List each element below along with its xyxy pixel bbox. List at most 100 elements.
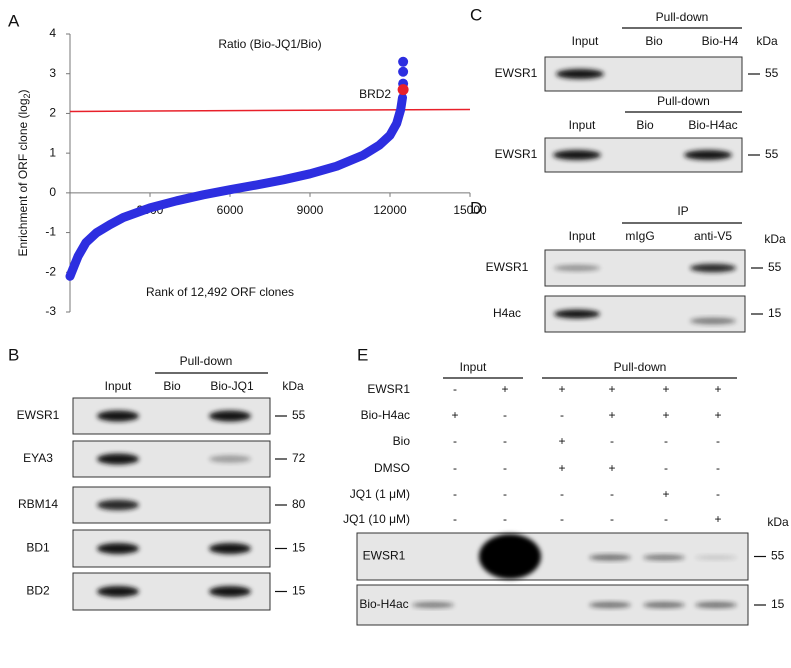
condition-sign: -: [664, 512, 668, 526]
condition-sign: -: [716, 434, 720, 448]
kda-value: 55: [771, 549, 785, 563]
panel-letter: E: [357, 345, 368, 364]
condition-sign: +: [608, 408, 615, 422]
blot-band: [97, 453, 139, 465]
condition-sign: -: [453, 382, 457, 396]
group-header: Pull-down: [180, 354, 233, 368]
condition-label: JQ1 (10 μM): [343, 512, 410, 526]
condition-sign: -: [560, 408, 564, 422]
row-label: EWSR1: [363, 549, 406, 563]
condition-sign: -: [610, 434, 614, 448]
condition-sign: +: [662, 408, 669, 422]
group-header: IP: [677, 204, 688, 218]
blot-band: [556, 69, 604, 79]
y-label-subscript: 2: [22, 93, 32, 98]
lane-label: Bio: [636, 118, 654, 132]
chart-title: Ratio (Bio-JQ1/Bio): [218, 37, 321, 51]
kda-label: kDa: [756, 34, 778, 48]
y-tick-label: 0: [49, 185, 56, 199]
kda-label: kDa: [282, 379, 304, 393]
condition-sign: +: [662, 382, 669, 396]
y-tick-label: -1: [45, 225, 56, 239]
blot-band: [554, 264, 600, 272]
annotation: BRD2: [359, 87, 391, 101]
group-header: Input: [460, 360, 487, 374]
blot-band: [209, 410, 251, 422]
condition-sign: -: [503, 512, 507, 526]
lane-label: Bio-H4: [702, 34, 739, 48]
y-tick-label: -3: [45, 304, 56, 318]
highlight-point: [397, 84, 409, 96]
condition-sign: +: [662, 487, 669, 501]
condition-sign: -: [503, 434, 507, 448]
row-label: BD2: [26, 584, 50, 598]
kda-value: 15: [771, 597, 785, 611]
x-tick-label: 9000: [297, 203, 324, 217]
group-header: Pull-down: [656, 10, 709, 24]
blot-band: [589, 601, 631, 609]
condition-sign: +: [451, 408, 458, 422]
blot-band: [643, 554, 685, 561]
condition-sign: -: [610, 487, 614, 501]
kda-value: 15: [292, 541, 306, 555]
kda-value: 55: [292, 408, 306, 422]
panel-letter: A: [8, 11, 20, 30]
condition-label: Bio: [393, 434, 411, 448]
lane-label: Bio: [645, 34, 663, 48]
condition-sign: -: [664, 461, 668, 475]
y-label-close: ): [16, 89, 30, 93]
row-label: EYA3: [23, 451, 53, 465]
row-label: H4ac: [493, 306, 521, 320]
y-tick-label: 2: [49, 106, 56, 120]
row-label: EWSR1: [17, 408, 60, 422]
condition-sign: +: [608, 461, 615, 475]
row-label: EWSR1: [495, 66, 538, 80]
blot-band: [209, 543, 251, 554]
lane-label: Bio-H4ac: [688, 118, 737, 132]
lane-label: Bio: [163, 379, 181, 393]
panel-letter: D: [470, 198, 482, 217]
condition-sign: +: [558, 382, 565, 396]
row-label: Bio-H4ac: [359, 597, 408, 611]
condition-sign: -: [453, 512, 457, 526]
blot-band: [690, 263, 736, 273]
kda-value: 55: [768, 260, 782, 274]
kda-value: 55: [765, 147, 779, 161]
kda-value: 72: [292, 451, 306, 465]
blot-membrane: [544, 295, 746, 333]
condition-sign: -: [664, 434, 668, 448]
top-point: [398, 66, 409, 77]
blot-band: [209, 586, 251, 597]
lane-label: Bio-JQ1: [210, 379, 254, 393]
group-header: Pull-down: [657, 94, 710, 108]
y-label-text: Enrichment of ORF clone (log: [16, 98, 30, 256]
condition-sign: -: [560, 487, 564, 501]
panel-letter: C: [470, 5, 482, 24]
condition-sign: -: [453, 461, 457, 475]
row-label: EWSR1: [486, 260, 529, 274]
condition-sign: -: [503, 408, 507, 422]
condition-sign: +: [608, 382, 615, 396]
blot-band: [97, 543, 139, 554]
blot-band: [97, 499, 139, 511]
kda-value: 80: [292, 497, 306, 511]
x-axis-label: Rank of 12,492 ORF clones: [146, 285, 294, 299]
condition-sign: -: [610, 512, 614, 526]
lane-label: Input: [569, 229, 596, 243]
condition-sign: -: [453, 434, 457, 448]
ranked-curve: [65, 93, 407, 281]
kda-value: 15: [768, 306, 782, 320]
kda-label: kDa: [767, 515, 789, 529]
lane-label: mIgG: [625, 229, 654, 243]
condition-label: EWSR1: [367, 382, 410, 396]
blot-band: [209, 455, 251, 463]
blot-membrane: [356, 532, 749, 581]
x-tick-label: 6000: [217, 203, 244, 217]
lane-label: anti-V5: [694, 229, 732, 243]
group-header: Pull-down: [614, 360, 667, 374]
condition-label: DMSO: [374, 461, 410, 475]
blot-band: [695, 601, 737, 609]
lane-label: Input: [105, 379, 132, 393]
blot-band: [684, 150, 732, 160]
